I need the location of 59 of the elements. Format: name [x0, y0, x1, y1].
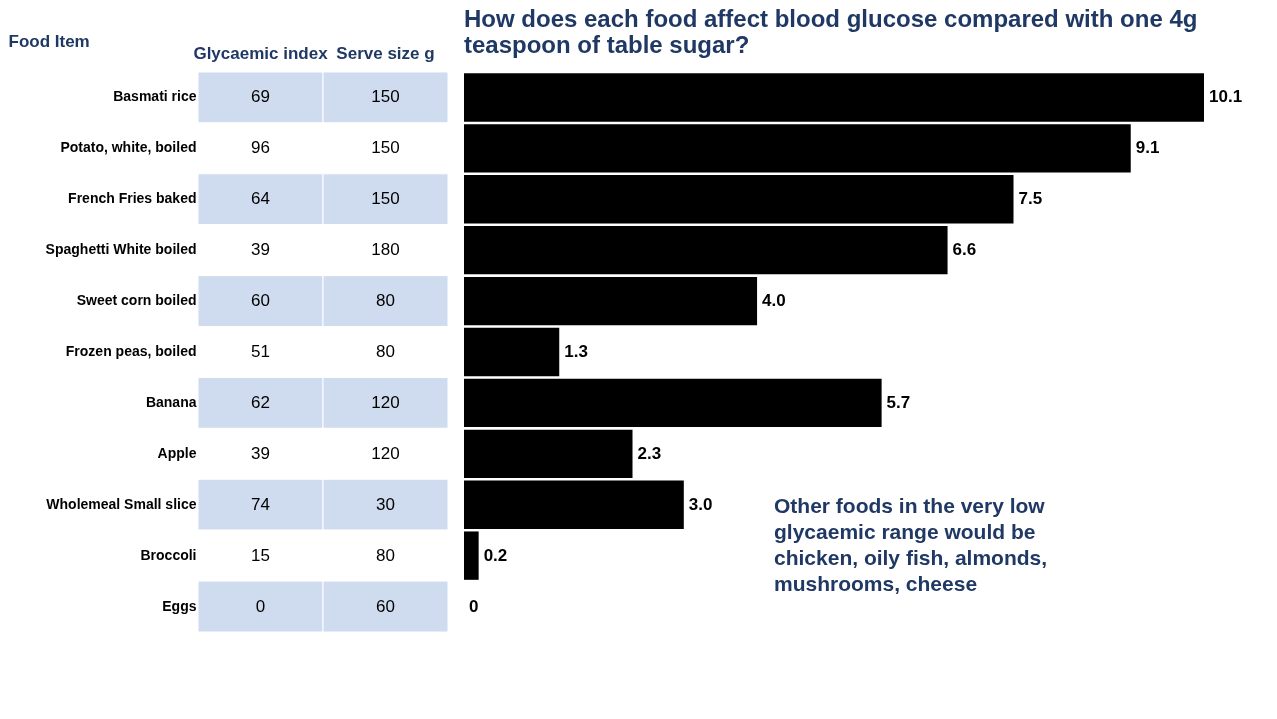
data-label: 150 [371, 138, 400, 158]
chart-title: How does each food affect blood glucose compared with one 4g teaspoon of table sugar? [464, 5, 1198, 58]
y-tick-label: Potato, white, boiled [60, 139, 197, 156]
bar [464, 124, 1131, 173]
data-label: 6.6 [952, 240, 977, 260]
data-label: 15 [251, 545, 270, 565]
data-label: 51 [251, 342, 270, 361]
data-label: 69 [251, 87, 270, 107]
y-tick-label: Frozen peas, boiled [65, 343, 197, 359]
y-tick-label: Spaghetti White boiled [45, 241, 197, 258]
y-axis-title: Food Item [8, 31, 90, 51]
bar [464, 276, 758, 326]
data-label: 150 [371, 87, 400, 107]
y-tick-label: Wholemeal Small slice [46, 495, 197, 512]
data-label: 80 [376, 342, 395, 361]
data-label: 0 [255, 596, 266, 616]
data-label: 60 [251, 291, 270, 311]
data-label: 5.7 [886, 392, 911, 412]
data-label: 7.5 [1018, 189, 1043, 209]
y-tick-label: Eggs [162, 597, 197, 614]
bar [464, 73, 1204, 122]
data-label: 80 [376, 545, 395, 565]
data-label: 2.3 [637, 443, 662, 463]
data-label: 64 [251, 189, 270, 209]
data-label: 180 [371, 240, 400, 260]
y-tick-label: Apple [157, 444, 197, 461]
data-label: 10.1 [1209, 87, 1243, 107]
annotation: Other foods in the very low glycaemic range would be chicken, oily fish, almonds, mushrooms, cheese [774, 494, 1048, 595]
data-label: 39 [251, 443, 270, 463]
data-label: 39 [251, 240, 270, 260]
bar [464, 531, 479, 580]
y-tick-label: Basmati rice [113, 88, 197, 105]
data-label: 0.2 [483, 545, 508, 565]
data-label: 150 [371, 189, 400, 209]
data-label: 1.3 [564, 342, 588, 361]
data-label: 3.0 [688, 494, 713, 514]
data-label: 120 [371, 392, 400, 412]
y-tick-label: Sweet corn boiled [76, 292, 197, 309]
bar [464, 175, 1014, 224]
data-label: 62 [251, 392, 270, 412]
x-tick-label: Serve size g [336, 43, 435, 63]
data-label: 80 [376, 291, 395, 311]
data-label: 60 [376, 596, 395, 616]
y-tick-label: Broccoli [140, 546, 197, 563]
data-label: 120 [371, 443, 400, 463]
x-tick-label: Glycaemic index [193, 43, 329, 63]
bar [464, 226, 948, 275]
y-tick-label: French Fries baked [68, 190, 197, 207]
data-label: 9.1 [1135, 138, 1160, 158]
data-label: 4.0 [762, 291, 786, 311]
y-tick-label: Banana [145, 393, 197, 410]
data-label: 96 [251, 138, 270, 158]
bar [464, 327, 560, 377]
data-label: 30 [376, 494, 395, 514]
bar [464, 480, 684, 529]
data-label: 74 [251, 494, 270, 514]
data-label: 0 [469, 596, 479, 616]
bar [464, 429, 633, 478]
bar [464, 378, 882, 428]
